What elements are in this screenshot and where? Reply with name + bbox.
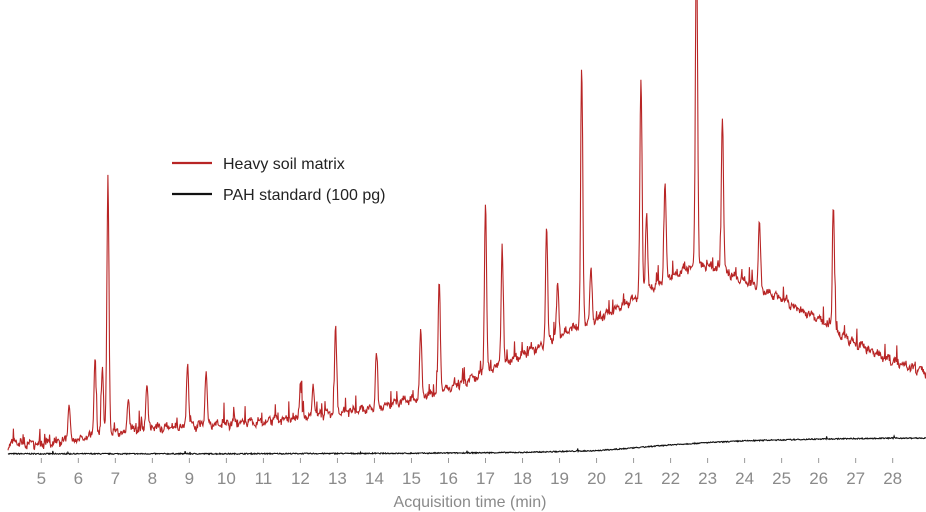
x-tick-label: 18 [513,469,532,488]
x-tick-label: 16 [439,469,458,488]
x-tick-label: 14 [365,469,384,488]
x-tick-label: 25 [772,469,791,488]
x-tick-label: 9 [185,469,194,488]
x-tick-label: 7 [111,469,120,488]
x-tick-label: 21 [624,469,643,488]
x-tick-label: 8 [148,469,157,488]
series-line-heavy-soil-matrix [7,0,926,451]
x-tick-label: 26 [809,469,828,488]
x-tick-label: 6 [74,469,83,488]
legend-label-pah-standard: PAH standard (100 pg) [223,187,385,204]
x-tick-label: 11 [255,469,273,488]
x-tick-label: 10 [217,469,236,488]
legend-label-heavy-soil-matrix: Heavy soil matrix [223,156,345,173]
x-tick-label: 27 [846,469,865,488]
series-line-pah-standard [7,434,926,456]
x-tick-label: 24 [735,469,754,488]
x-tick-label: 28 [883,469,902,488]
x-tick-label: 12 [291,469,310,488]
x-axis-ticks: 5 6 7 8 9 10 11 12 13 14 15 16 17 18 19 20 21 22 23 24 25 26 2… [37,458,902,488]
x-tick-label: 19 [550,469,569,488]
x-tick-label: 17 [476,469,495,488]
x-tick-label: 20 [587,469,606,488]
x-axis-title: Acquisition time (min) [394,494,547,511]
x-tick-label: 22 [661,469,680,488]
plot-area [7,0,926,456]
x-tick-label: 15 [402,469,421,488]
x-tick-label: 13 [328,469,347,488]
x-tick-label: 5 [37,469,46,488]
legend: Heavy soil matrix PAH standard (100 pg) [172,156,385,204]
x-tick-label: 23 [698,469,717,488]
